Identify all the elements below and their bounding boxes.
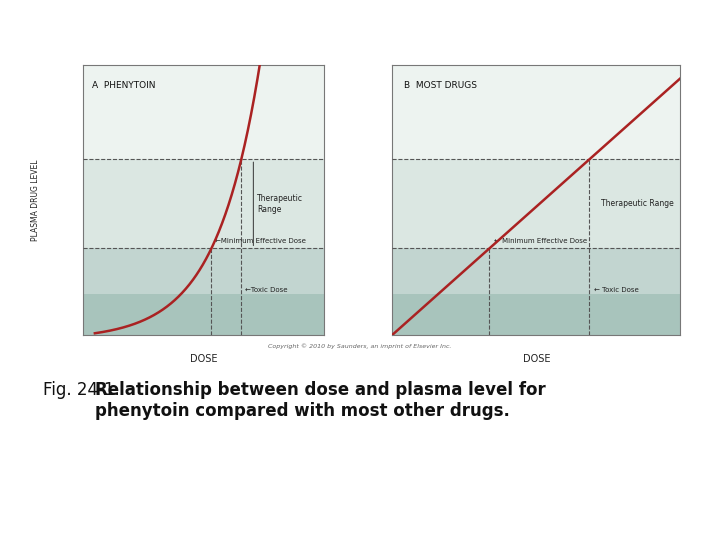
Text: DOSE: DOSE bbox=[523, 354, 550, 364]
Text: A  PHENYTOIN: A PHENYTOIN bbox=[92, 81, 156, 90]
Bar bbox=[83, 65, 324, 159]
Bar bbox=[392, 294, 680, 335]
Bar bbox=[392, 65, 680, 159]
Text: Fig. 24-1.: Fig. 24-1. bbox=[43, 381, 125, 399]
Text: Therapeutic Range: Therapeutic Range bbox=[601, 199, 674, 208]
Text: Copyright © 2010 by Saunders, an imprint of Elsevier Inc.: Copyright © 2010 by Saunders, an imprint… bbox=[269, 343, 451, 348]
Text: Relationship between dose and plasma level for
phenytoin compared with most othe: Relationship between dose and plasma lev… bbox=[95, 381, 546, 420]
Text: ← Toxic Dose: ← Toxic Dose bbox=[594, 287, 639, 293]
Text: B  MOST DRUGS: B MOST DRUGS bbox=[404, 81, 477, 90]
Bar bbox=[392, 248, 680, 294]
Bar bbox=[83, 294, 324, 335]
Text: ←Toxic Dose: ←Toxic Dose bbox=[245, 287, 287, 293]
Text: Therapeutic
Range: Therapeutic Range bbox=[257, 194, 303, 213]
Text: DOSE: DOSE bbox=[189, 354, 217, 364]
Bar bbox=[392, 159, 680, 248]
Text: PLASMA DRUG LEVEL: PLASMA DRUG LEVEL bbox=[32, 159, 40, 240]
Bar bbox=[83, 248, 324, 294]
Bar bbox=[83, 159, 324, 248]
Text: ←Minimum Effective Dose: ←Minimum Effective Dose bbox=[215, 238, 306, 244]
Text: ← Minimum Effective Dose: ← Minimum Effective Dose bbox=[494, 238, 587, 244]
